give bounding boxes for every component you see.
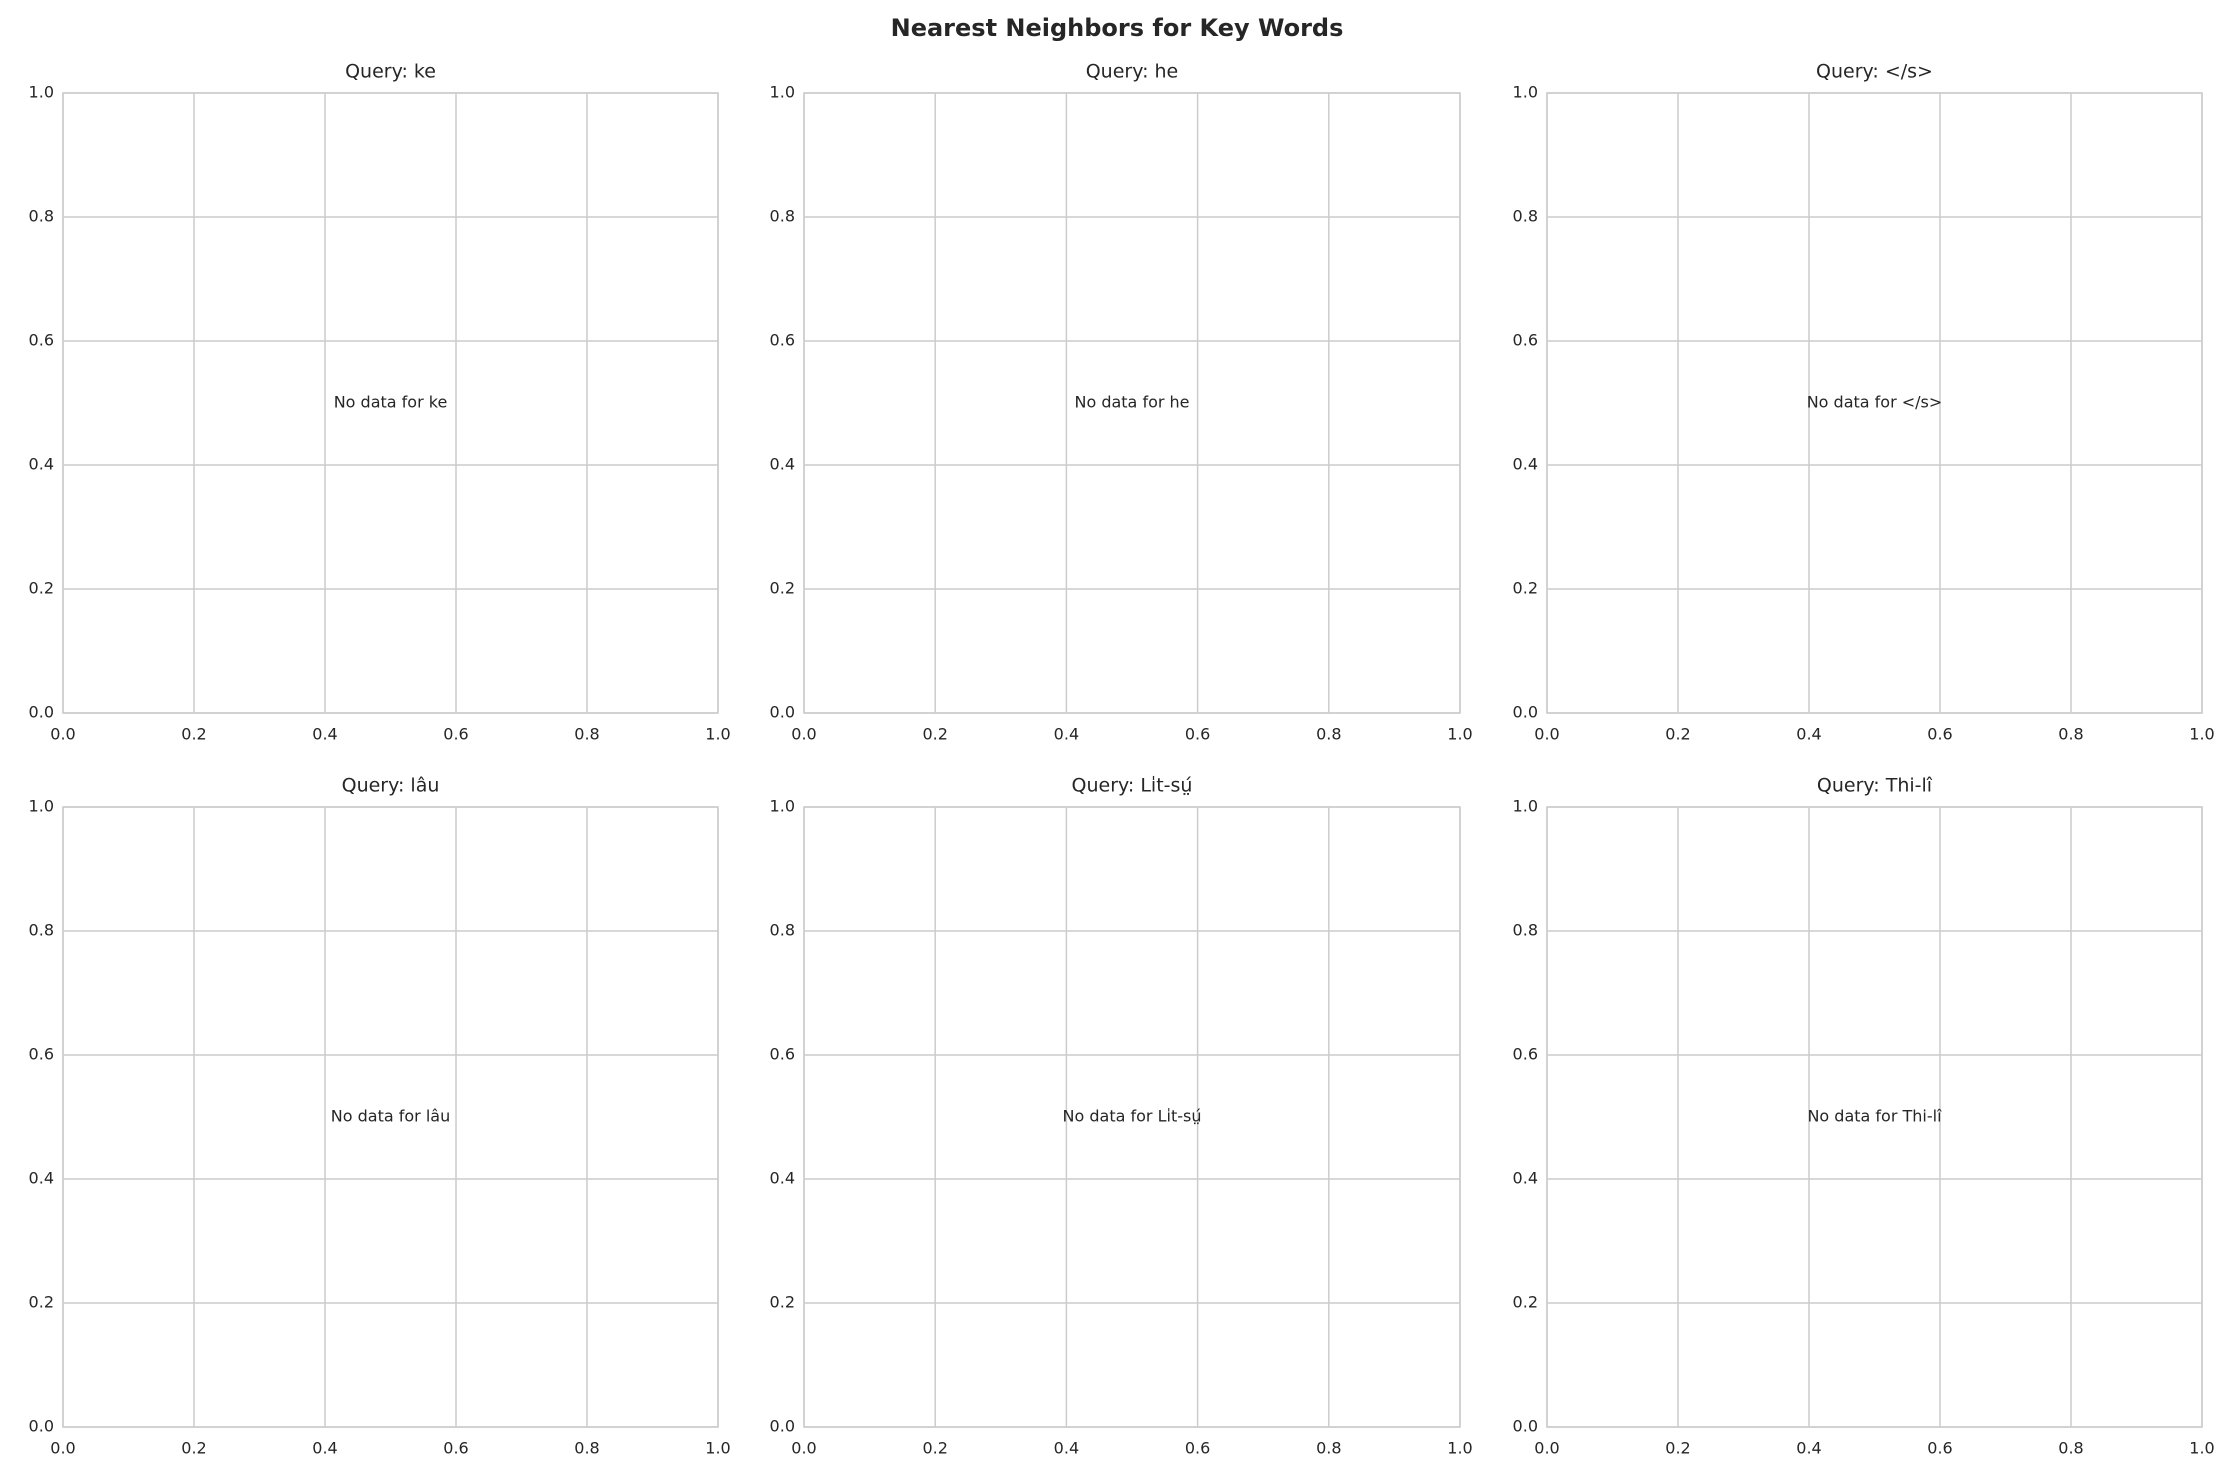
x-tick-label: 1.0: [2189, 725, 2214, 744]
figure-title: Nearest Neighbors for Key Words: [891, 14, 1344, 42]
x-tick-label: 1.0: [705, 725, 730, 744]
y-tick-label: 0.4: [770, 455, 795, 474]
x-tick-label: 0.4: [312, 1439, 337, 1458]
x-tick-label: 0.0: [1534, 1439, 1559, 1458]
axes-frame: [62, 806, 719, 1428]
axes-frame: [1546, 92, 2203, 714]
y-tick-label: 0.0: [29, 1417, 54, 1436]
y-tick-label: 0.8: [1513, 921, 1538, 940]
x-tick-label: 0.0: [50, 725, 75, 744]
y-tick-label: 0.4: [1513, 455, 1538, 474]
annotation: No data for ke: [334, 393, 448, 412]
x-tick-label: 0.2: [1665, 1439, 1690, 1458]
x-tick-label: 0.2: [1665, 725, 1690, 744]
x-tick-label: 0.6: [1185, 725, 1210, 744]
x-tick-label: 0.0: [791, 725, 816, 744]
y-tick-label: 0.0: [1513, 1417, 1538, 1436]
y-tick-label: 0.4: [1513, 1169, 1538, 1188]
subplot-title: Query: he: [1086, 61, 1179, 83]
y-tick-label: 0.0: [770, 703, 795, 722]
y-tick-label: 0.2: [29, 579, 54, 598]
x-tick-label: 0.8: [1316, 725, 1341, 744]
y-tick-label: 1.0: [770, 83, 795, 102]
x-tick-label: 0.6: [443, 725, 468, 744]
axes-frame: [803, 806, 1461, 1428]
y-tick-label: 0.6: [1513, 331, 1538, 350]
x-tick-label: 1.0: [705, 1439, 730, 1458]
x-tick-label: 0.2: [181, 1439, 206, 1458]
y-tick-label: 0.4: [29, 455, 54, 474]
axes-frame: [1546, 806, 2203, 1428]
y-tick-label: 0.2: [770, 1293, 795, 1312]
y-tick-label: 0.0: [770, 1417, 795, 1436]
x-tick-label: 1.0: [1447, 1439, 1472, 1458]
y-tick-label: 0.2: [29, 1293, 54, 1312]
y-tick-label: 0.8: [1513, 207, 1538, 226]
y-tick-label: 0.8: [29, 207, 54, 226]
annotation: No data for Li̍t-sṳ́: [1063, 1107, 1202, 1126]
x-tick-label: 0.8: [2058, 1439, 2083, 1458]
subplot-title: Query: Thi-lî: [1817, 775, 1933, 797]
x-tick-label: 0.6: [1927, 1439, 1952, 1458]
annotation: No data for </s>: [1807, 393, 1943, 412]
y-tick-label: 1.0: [29, 83, 54, 102]
y-tick-label: 0.8: [770, 921, 795, 940]
x-tick-label: 0.6: [1927, 725, 1952, 744]
axes-frame: [803, 92, 1461, 714]
y-tick-label: 0.4: [29, 1169, 54, 1188]
y-tick-label: 0.6: [29, 1045, 54, 1064]
x-tick-label: 0.8: [2058, 725, 2083, 744]
x-tick-label: 0.2: [922, 1439, 947, 1458]
y-tick-label: 0.6: [770, 1045, 795, 1064]
y-tick-label: 0.2: [1513, 579, 1538, 598]
y-tick-label: 0.2: [770, 579, 795, 598]
y-tick-label: 1.0: [1513, 797, 1538, 816]
x-tick-label: 0.2: [922, 725, 947, 744]
x-tick-label: 0.8: [574, 725, 599, 744]
x-tick-label: 0.6: [443, 1439, 468, 1458]
x-tick-label: 0.2: [181, 725, 206, 744]
x-tick-label: 0.6: [1185, 1439, 1210, 1458]
annotation: No data for he: [1074, 393, 1189, 412]
x-tick-label: 0.0: [791, 1439, 816, 1458]
y-tick-label: 0.0: [29, 703, 54, 722]
y-tick-label: 0.8: [29, 921, 54, 940]
x-tick-label: 0.4: [1796, 1439, 1821, 1458]
y-tick-label: 0.0: [1513, 703, 1538, 722]
subplot-title: Query: Li̍t-sṳ́: [1072, 775, 1193, 797]
x-tick-label: 0.4: [1796, 725, 1821, 744]
annotation: No data for lâu: [331, 1107, 450, 1126]
y-tick-label: 0.6: [29, 331, 54, 350]
subplot-title: Query: lâu: [342, 775, 440, 797]
y-tick-label: 1.0: [29, 797, 54, 816]
y-tick-label: 0.4: [770, 1169, 795, 1188]
axes-frame: [62, 92, 719, 714]
x-tick-label: 0.4: [312, 725, 337, 744]
subplot-title: Query: ke: [345, 61, 436, 83]
y-tick-label: 0.6: [770, 331, 795, 350]
x-tick-label: 1.0: [2189, 1439, 2214, 1458]
y-tick-label: 1.0: [1513, 83, 1538, 102]
y-tick-label: 0.8: [770, 207, 795, 226]
x-tick-label: 1.0: [1447, 725, 1472, 744]
x-tick-label: 0.8: [1316, 1439, 1341, 1458]
x-tick-label: 0.0: [50, 1439, 75, 1458]
x-tick-label: 0.0: [1534, 725, 1559, 744]
x-tick-label: 0.8: [574, 1439, 599, 1458]
y-tick-label: 1.0: [770, 797, 795, 816]
y-tick-label: 0.2: [1513, 1293, 1538, 1312]
x-tick-label: 0.4: [1054, 725, 1079, 744]
annotation: No data for Thi-lî: [1807, 1107, 1942, 1126]
x-tick-label: 0.4: [1054, 1439, 1079, 1458]
subplot-title: Query: </s>: [1816, 61, 1933, 83]
y-tick-label: 0.6: [1513, 1045, 1538, 1064]
